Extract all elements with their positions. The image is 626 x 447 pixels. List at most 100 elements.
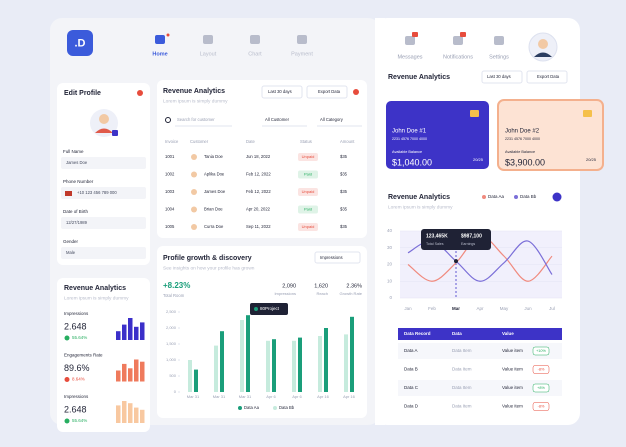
field-value: Male — [66, 250, 76, 255]
stat-change: 55.64% — [72, 335, 87, 340]
card-expiry: 20/25 — [586, 157, 597, 162]
cell: Feb 12, 2022 — [246, 172, 271, 177]
legend-label: Data Bb — [279, 405, 295, 410]
legend-swatch — [514, 195, 518, 199]
bell-icon[interactable] — [353, 89, 359, 95]
top-nav-label: Messages — [397, 54, 422, 60]
field-label: Full Name — [63, 149, 84, 154]
edit-icon[interactable] — [112, 130, 118, 136]
export-button[interactable] — [306, 85, 348, 99]
top-nav-icon[interactable] — [494, 36, 504, 45]
nav-label: Home — [152, 51, 167, 57]
field-input[interactable] — [61, 157, 146, 169]
x-tick-label: Feb — [428, 306, 436, 311]
change-badge — [532, 383, 550, 393]
status: Unpaid — [302, 154, 315, 159]
stat-change: 8.64% — [72, 377, 85, 382]
cell: Curra Doe — [204, 224, 224, 229]
status-badge — [298, 188, 318, 196]
logo-box[interactable] — [67, 30, 93, 56]
x-tick-label: Jun — [524, 306, 532, 311]
chart-button[interactable] — [552, 192, 562, 202]
card-title: Revenue Analytics — [388, 194, 450, 201]
column-header: Date — [246, 139, 256, 144]
cell: Value item — [502, 367, 523, 372]
stat-value: 1,620 — [314, 283, 328, 289]
bank-card[interactable] — [497, 99, 604, 171]
bar — [214, 345, 218, 392]
mini-bar — [134, 359, 139, 382]
x-tick-label: Jan — [404, 306, 412, 311]
profile-avatar-body — [95, 128, 113, 133]
nav-icon[interactable] — [250, 35, 260, 44]
bar — [318, 336, 322, 392]
nav-icon[interactable] — [203, 35, 213, 44]
stat-value: 2.36% — [346, 283, 362, 289]
search-icon — [165, 117, 171, 123]
cell: Data A — [404, 348, 418, 353]
bar — [324, 328, 328, 392]
change-icon — [64, 418, 70, 424]
hover-dot — [454, 259, 458, 264]
dropdown[interactable] — [314, 251, 361, 264]
card-subtitle: Lorem ipsum is simply dummy — [163, 98, 228, 104]
nav-icon[interactable] — [155, 35, 165, 44]
top-nav-icon[interactable] — [453, 36, 463, 45]
change: -8% — [538, 405, 545, 409]
column-header: Data — [452, 331, 462, 336]
top-nav-icon[interactable] — [405, 36, 415, 45]
cell: Feb 12, 2022 — [246, 189, 271, 194]
mini-bar — [128, 403, 133, 423]
dropdown[interactable] — [481, 70, 523, 84]
change-icon — [64, 377, 70, 382]
change-badge — [532, 346, 550, 356]
cell: Data Item — [452, 367, 472, 372]
cell: 1002 — [165, 172, 175, 177]
mini-bar — [140, 361, 145, 382]
nav-label: Chart — [248, 51, 262, 57]
profile-avatar-head — [99, 114, 109, 124]
tooltip-value: $987,100 — [461, 233, 482, 239]
nav-label: Layout — [200, 51, 217, 57]
nav-icon[interactable] — [297, 35, 307, 44]
tooltip — [250, 303, 288, 315]
legend-label: Data Aa — [488, 194, 505, 199]
change-badge — [532, 402, 550, 411]
dropdown[interactable] — [261, 85, 303, 99]
column-header: Value — [502, 331, 514, 336]
bank-card[interactable] — [384, 99, 491, 171]
cell: Jun 18, 2022 — [246, 154, 271, 159]
bell-icon[interactable] — [137, 90, 143, 96]
status: Paid — [304, 207, 312, 212]
bar — [246, 315, 250, 392]
cell: $35 — [340, 172, 348, 177]
column-header: Data Record — [404, 331, 431, 336]
change: +10% — [536, 349, 546, 353]
row-bg — [398, 343, 562, 359]
top-nav-label: Settings — [489, 54, 509, 60]
export-button[interactable] — [526, 70, 568, 84]
flag-icon — [65, 191, 72, 196]
card-chip — [583, 110, 592, 117]
cell: Data B — [404, 367, 418, 372]
stat-value: 2.648 — [64, 404, 87, 414]
field-input[interactable] — [61, 247, 146, 259]
legend-swatch — [273, 406, 277, 410]
cell: Value item — [502, 348, 523, 353]
y-tick-label: 40 — [387, 228, 393, 233]
cell: Apr 20, 2022 — [246, 207, 271, 212]
change: +8% — [537, 386, 545, 390]
headline: +8.23% — [163, 281, 190, 290]
card-balance-label: Available Balance — [392, 150, 422, 154]
field-input[interactable] — [61, 217, 146, 229]
cell: Data Item — [452, 348, 472, 353]
customer-avatar — [191, 189, 197, 195]
field-input[interactable] — [61, 187, 146, 199]
export-label: Export Data — [537, 74, 560, 79]
card-number: 2231 4576 7000 4000 — [392, 137, 427, 141]
headline-label: Total Room — [163, 293, 185, 298]
tooltip-value: 123,465K — [426, 233, 448, 239]
column-header: Amount — [340, 139, 355, 144]
export-label: Export Data — [318, 89, 341, 94]
card-name: John Doe #1 — [392, 129, 427, 135]
